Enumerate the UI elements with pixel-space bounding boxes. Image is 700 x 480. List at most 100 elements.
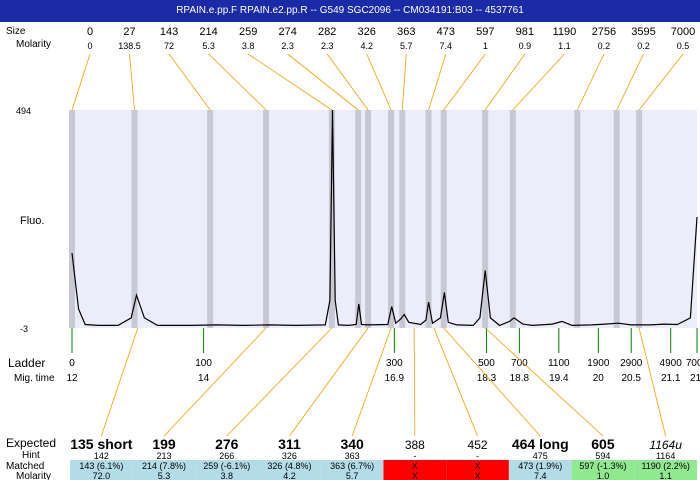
fluorescence-trace xyxy=(71,109,698,327)
y-axis-label: Fluo. xyxy=(20,215,44,227)
hint-value: 142 xyxy=(94,451,109,461)
peak-molarity-label: 2.3 xyxy=(321,41,334,51)
hint-value: - xyxy=(476,451,479,461)
peak-size-label: 274 xyxy=(278,26,296,38)
peak-connector xyxy=(576,53,605,111)
peak-molarity-label: 0.2 xyxy=(637,41,650,51)
ladder-size-label: 2900 xyxy=(620,358,643,369)
ladder-time-label: 19.4 xyxy=(549,373,569,384)
matched-value: 363 (6.7%) xyxy=(330,461,374,471)
result-cell-8 xyxy=(571,460,635,480)
peak-molarity-label: 0.9 xyxy=(519,41,532,51)
ladder-size-label: 500 xyxy=(478,358,495,369)
peak-molarity-label: 5.3 xyxy=(202,41,215,51)
y-tick-label: 494 xyxy=(16,106,31,116)
expected-size: 199 xyxy=(152,436,176,452)
peak-molarity-label: 0 xyxy=(87,41,92,51)
ladder-row-label: Ladder xyxy=(8,356,45,370)
peak-band-10 xyxy=(440,110,447,328)
result-cell-7 xyxy=(508,460,572,480)
y-tick-label: -3 xyxy=(20,324,28,334)
ladder-time-label: 18.8 xyxy=(510,373,530,384)
peak-band-14 xyxy=(613,110,620,328)
plot-area xyxy=(72,110,697,328)
ladder-size-label: 0 xyxy=(69,358,75,369)
peak-molarity-label: 0.2 xyxy=(598,41,611,51)
size-row-label: Size xyxy=(6,26,26,37)
peak-size-label: 7000 xyxy=(671,26,695,38)
matched-molarity: 1.0 xyxy=(597,471,610,480)
peak-connector xyxy=(512,53,565,111)
molarity-row-label: Molarity xyxy=(16,39,51,50)
peak-connector xyxy=(428,53,447,111)
peak-band-9 xyxy=(425,110,432,328)
ladder-time-label: 16.9 xyxy=(385,373,405,384)
peak-size-label: 3595 xyxy=(631,26,655,38)
ladder-size-label: 300 xyxy=(386,358,403,369)
hint-value: 363 xyxy=(345,451,360,461)
hint-value: 594 xyxy=(595,451,610,461)
matched-row-label: Matched xyxy=(6,461,44,472)
result-cell-6 xyxy=(446,460,509,480)
peak-connector xyxy=(247,53,333,111)
peak-size-label: 259 xyxy=(239,26,257,38)
expected-size: 340 xyxy=(340,436,364,452)
expected-size: 311 xyxy=(278,436,301,452)
peak-band-4 xyxy=(328,110,335,328)
result-connector xyxy=(484,327,604,437)
ladder-size-label: 1100 xyxy=(548,358,570,369)
peak-band-11 xyxy=(482,110,489,328)
matched-molarity: 5.3 xyxy=(158,471,171,480)
expected-size: 464 long xyxy=(512,436,569,452)
ladder-time-label: 21. xyxy=(690,373,700,384)
result-connector xyxy=(163,327,267,437)
peak-connector xyxy=(326,53,369,111)
peak-size-label: 214 xyxy=(199,26,217,38)
ladder-size-label: 100 xyxy=(195,358,212,369)
matched-molarity: 72.0 xyxy=(93,471,111,480)
ladder-size-label: 1900 xyxy=(587,358,610,369)
peak-connector xyxy=(208,53,267,111)
peak-band-3 xyxy=(263,110,270,328)
result-connector xyxy=(351,327,392,437)
result-connector xyxy=(638,327,667,437)
ladder-size-label: 7000 xyxy=(686,358,700,369)
peak-band-15 xyxy=(636,110,643,328)
peak-connector xyxy=(366,53,392,111)
peak-band-0 xyxy=(69,110,75,328)
peak-size-label: 1190 xyxy=(553,26,577,38)
matched-molarity: X xyxy=(412,471,418,480)
peak-connector xyxy=(638,53,684,111)
hint-value: 475 xyxy=(533,451,548,461)
matched-molarity: 1.1 xyxy=(659,471,672,480)
hint-value: 266 xyxy=(219,451,234,461)
result-connector xyxy=(226,327,333,437)
peak-size-label: 363 xyxy=(397,26,415,38)
result-connector xyxy=(433,327,478,437)
matched-value: 259 (-6.1%) xyxy=(203,461,250,471)
peak-connector xyxy=(401,53,407,111)
peak-size-label: 473 xyxy=(437,26,455,38)
hint-value: - xyxy=(413,451,416,461)
peak-connector xyxy=(616,53,644,111)
peak-band-12 xyxy=(509,110,516,328)
result-cell-5 xyxy=(383,460,447,480)
peak-band-1 xyxy=(131,110,138,328)
expected-size: 135 short xyxy=(70,436,133,452)
result-connector xyxy=(443,327,541,437)
peak-molarity-label: 72 xyxy=(164,41,174,51)
peak-connector xyxy=(287,53,359,111)
peak-size-label: 0 xyxy=(87,26,93,38)
peak-molarity-label: 1.1 xyxy=(558,41,571,51)
peak-molarity-label: 0.5 xyxy=(677,41,690,51)
result-connector xyxy=(100,327,139,437)
peak-connector xyxy=(443,53,486,111)
ladder-time-label: 20.5 xyxy=(621,373,641,384)
peak-molarity-label: 4.2 xyxy=(360,41,373,51)
result-cell-2 xyxy=(195,460,259,480)
peak-band-6 xyxy=(365,110,372,328)
peak-band-8 xyxy=(399,110,406,328)
result-cell-0 xyxy=(70,460,133,480)
matched-molarity: 3.8 xyxy=(220,471,233,480)
matched-molarity: 5.7 xyxy=(346,471,359,480)
